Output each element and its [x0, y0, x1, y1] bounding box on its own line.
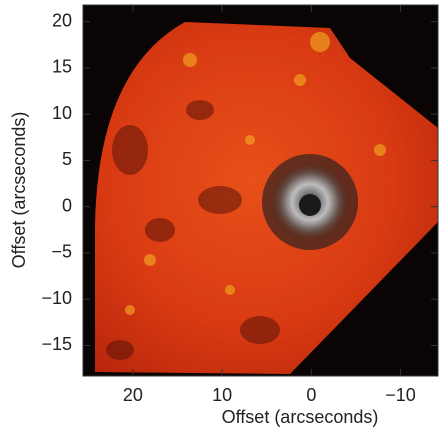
y-tick-label: 5	[62, 149, 72, 169]
x-tick-label: 10	[212, 385, 232, 405]
y-tick-label: −15	[41, 334, 72, 354]
x-tick-label: −10	[385, 385, 416, 405]
x-axis-label: Offset (arcseconds)	[222, 407, 379, 427]
y-tick-label: 20	[52, 10, 72, 30]
y-tick-label: −5	[51, 242, 72, 262]
image	[82, 4, 439, 377]
x-tick-label: 20	[123, 385, 143, 405]
y-tick-label: 0	[62, 195, 72, 215]
y-tick-label: 15	[52, 57, 72, 77]
y-tick-label: 10	[52, 103, 72, 123]
x-tick-label: 0	[306, 385, 316, 405]
y-axis-label: Offset (arcseconds)	[9, 112, 29, 269]
y-tick-label: −10	[41, 288, 72, 308]
